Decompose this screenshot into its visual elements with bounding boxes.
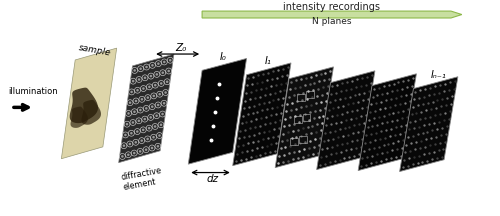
Circle shape	[138, 119, 140, 122]
Bar	[299, 136, 307, 143]
Circle shape	[164, 91, 167, 94]
Circle shape	[144, 76, 146, 79]
Circle shape	[136, 130, 138, 133]
Circle shape	[156, 114, 158, 117]
Text: Z₀: Z₀	[175, 43, 186, 53]
Circle shape	[133, 110, 136, 113]
Circle shape	[158, 93, 161, 95]
Circle shape	[157, 62, 160, 65]
Circle shape	[163, 61, 166, 63]
Text: I₁: I₁	[264, 56, 271, 66]
Circle shape	[134, 100, 138, 102]
Polygon shape	[118, 54, 174, 163]
Polygon shape	[70, 88, 98, 123]
Circle shape	[134, 141, 137, 144]
Circle shape	[134, 69, 136, 72]
Circle shape	[168, 70, 170, 72]
Circle shape	[162, 71, 164, 74]
Circle shape	[140, 139, 143, 142]
Circle shape	[130, 132, 132, 135]
Circle shape	[127, 112, 130, 115]
Circle shape	[154, 84, 156, 86]
Circle shape	[146, 96, 149, 99]
Circle shape	[140, 67, 142, 70]
Circle shape	[156, 145, 159, 148]
Text: sample: sample	[78, 43, 112, 58]
Circle shape	[128, 143, 131, 145]
Circle shape	[139, 109, 141, 111]
Circle shape	[121, 155, 124, 158]
Text: illumination: illumination	[8, 87, 58, 95]
Circle shape	[144, 118, 146, 120]
FancyArrow shape	[202, 11, 462, 18]
Circle shape	[166, 81, 168, 83]
Polygon shape	[70, 106, 88, 128]
Circle shape	[142, 129, 144, 131]
Circle shape	[139, 150, 141, 153]
Text: diffractive
element: diffractive element	[120, 166, 164, 192]
Polygon shape	[275, 67, 334, 168]
Text: intensity recordings: intensity recordings	[284, 2, 380, 12]
Circle shape	[132, 80, 134, 83]
Circle shape	[169, 59, 172, 62]
Bar	[297, 94, 305, 101]
Circle shape	[133, 152, 136, 154]
Circle shape	[150, 116, 152, 119]
Text: dz: dz	[206, 174, 218, 184]
Circle shape	[132, 121, 134, 124]
Circle shape	[148, 86, 150, 88]
Circle shape	[138, 78, 140, 81]
Circle shape	[127, 154, 130, 156]
Bar	[290, 138, 298, 145]
Text: N planes: N planes	[312, 17, 352, 26]
Polygon shape	[82, 100, 101, 125]
Circle shape	[150, 147, 154, 149]
Circle shape	[129, 101, 132, 104]
Polygon shape	[400, 77, 458, 172]
Circle shape	[162, 113, 164, 115]
Polygon shape	[62, 48, 116, 159]
Circle shape	[130, 91, 133, 93]
Circle shape	[150, 75, 152, 77]
Polygon shape	[232, 63, 291, 166]
Circle shape	[157, 104, 160, 106]
Circle shape	[152, 136, 155, 138]
Circle shape	[152, 95, 155, 97]
Circle shape	[145, 107, 148, 110]
Circle shape	[158, 134, 161, 137]
Text: I₀: I₀	[220, 52, 226, 62]
Circle shape	[146, 138, 149, 140]
Circle shape	[136, 89, 139, 92]
Circle shape	[122, 145, 125, 147]
Circle shape	[151, 64, 154, 67]
Bar	[306, 91, 314, 98]
Circle shape	[163, 102, 166, 105]
Circle shape	[145, 66, 148, 68]
Text: Iₙ₋₁: Iₙ₋₁	[431, 70, 447, 80]
Circle shape	[145, 148, 148, 151]
Circle shape	[151, 105, 154, 108]
Circle shape	[154, 125, 156, 128]
Bar	[302, 114, 310, 121]
Circle shape	[140, 98, 143, 101]
Circle shape	[124, 134, 126, 136]
Circle shape	[156, 73, 158, 76]
Circle shape	[126, 123, 128, 125]
Circle shape	[160, 124, 162, 126]
Circle shape	[142, 87, 144, 90]
Polygon shape	[188, 59, 246, 164]
Bar	[294, 116, 302, 123]
Polygon shape	[358, 74, 416, 171]
Polygon shape	[316, 71, 375, 170]
Circle shape	[148, 127, 150, 129]
Circle shape	[160, 82, 162, 85]
